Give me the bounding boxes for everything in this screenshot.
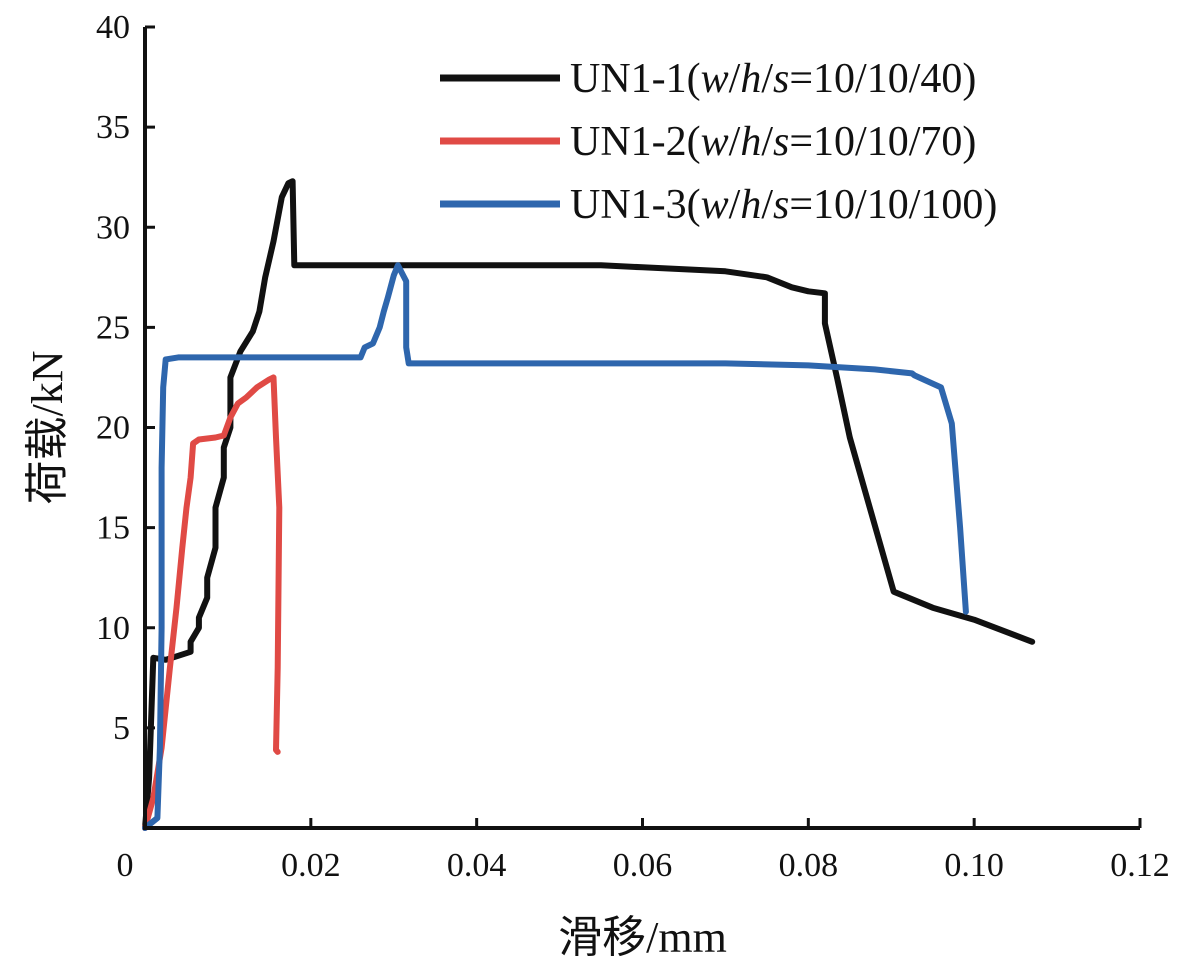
y-tick-label: 20 bbox=[96, 410, 130, 447]
x-tick-label: 0.08 bbox=[779, 847, 839, 884]
series-line-un1-1 bbox=[142, 178, 1036, 831]
tick-layer: 0 0.02 0.04 0.06 0.08 0.10 0.12 5 10 15 20 25 30 35 40 bbox=[96, 9, 1170, 884]
x-tick-label: 0.12 bbox=[1110, 847, 1170, 884]
y-tick-label: 10 bbox=[96, 610, 130, 647]
x-tick-label: 0.10 bbox=[944, 847, 1004, 884]
data-layer bbox=[142, 178, 1036, 831]
y-tick-label: 5 bbox=[113, 710, 130, 747]
y-tick-label: 15 bbox=[96, 510, 130, 547]
y-tick-label: 35 bbox=[96, 109, 130, 146]
y-tick-label: 30 bbox=[96, 209, 130, 246]
legend: UN1-1(w/h/s=10/10/40) UN1-2(w/h/s=10/10/7… bbox=[440, 56, 997, 228]
x-tick-label: 0.02 bbox=[281, 847, 341, 884]
series-line-un1-3 bbox=[142, 262, 969, 831]
legend-label: UN1-1(w/h/s=10/10/40) bbox=[570, 56, 976, 102]
series-line-un1-2 bbox=[142, 374, 283, 831]
legend-label: UN1-2(w/h/s=10/10/70) bbox=[570, 119, 976, 165]
x-axis-title: 滑移/mm bbox=[558, 913, 727, 962]
x-tick-label: 0 bbox=[117, 847, 134, 884]
y-tick-label: 25 bbox=[96, 309, 130, 346]
x-tick-label: 0.06 bbox=[613, 847, 673, 884]
legend-label: UN1-3(w/h/s=10/10/100) bbox=[570, 182, 997, 228]
x-tick-label: 0.04 bbox=[447, 847, 507, 884]
y-tick-label: 40 bbox=[96, 9, 130, 46]
y-axis-title: 荷载/kN bbox=[23, 351, 72, 505]
